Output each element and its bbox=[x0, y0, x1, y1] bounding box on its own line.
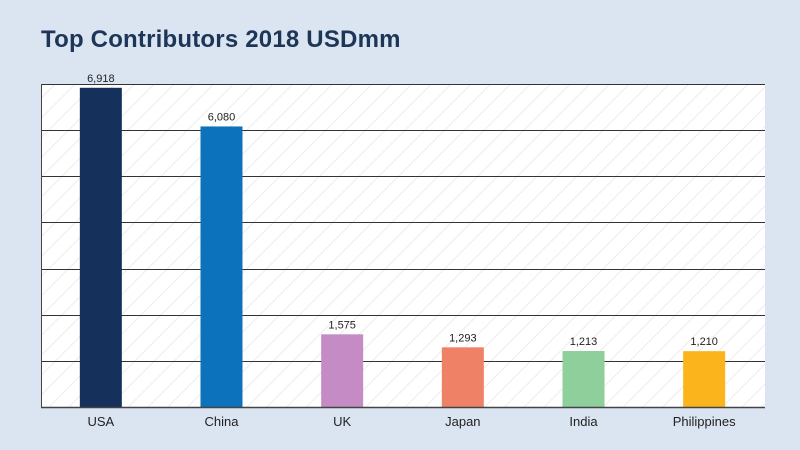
x-tick-label-japan: Japan bbox=[445, 414, 480, 429]
bar-india bbox=[562, 351, 605, 407]
x-tick-label-philippines: Philippines bbox=[673, 414, 736, 429]
data-label-usa: 6,918 bbox=[87, 73, 115, 85]
x-tick-label-uk: UK bbox=[333, 414, 351, 429]
x-tick-label-usa: USA bbox=[87, 414, 114, 429]
chart-title: Top Contributors 2018 USDmm bbox=[41, 26, 401, 53]
data-label-uk: 1,575 bbox=[328, 319, 356, 331]
bar-uk bbox=[321, 334, 364, 407]
bar-philippines bbox=[683, 351, 726, 407]
plot-area bbox=[41, 84, 765, 407]
data-label-india: 1,213 bbox=[570, 336, 598, 348]
bar-usa bbox=[79, 87, 122, 407]
x-tick-label-india: India bbox=[569, 414, 598, 429]
data-label-philippines: 1,210 bbox=[690, 336, 718, 348]
bar-china bbox=[200, 126, 243, 408]
x-tick-label-china: China bbox=[205, 414, 240, 429]
data-label-japan: 1,293 bbox=[449, 332, 477, 344]
data-label-china: 6,080 bbox=[208, 111, 236, 123]
bar-japan bbox=[441, 347, 484, 407]
